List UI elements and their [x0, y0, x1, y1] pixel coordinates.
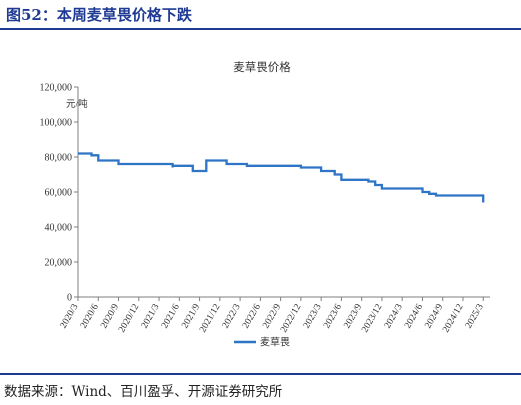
- y-tick-label: 20,000: [45, 258, 73, 269]
- x-tick-label: 2021/12: [198, 302, 222, 334]
- unit-label: 元/吨: [66, 98, 88, 110]
- y-tick-label: 100,000: [40, 118, 73, 129]
- x-tick-label: 2021/6: [160, 302, 182, 330]
- y-tick-label: 40,000: [45, 223, 73, 234]
- x-tick-label: 2020/12: [117, 302, 141, 334]
- figure-title: 图52：本周麦草畏价格下跌: [6, 6, 192, 24]
- source-rule: [0, 373, 521, 375]
- chart-title: 麦草畏价格: [233, 60, 291, 74]
- series-line: [78, 152, 485, 203]
- x-tick-label: 2025/3: [464, 302, 486, 330]
- y-tick-label: 0: [67, 293, 72, 304]
- x-tick-label: 2024/3: [383, 302, 405, 330]
- title-rule: [0, 28, 521, 30]
- series-group: [78, 152, 485, 203]
- y-axis-ticks: 0 20,000 40,000 60,000 80,000 100,000 120,000: [40, 83, 78, 304]
- x-tick-label: 2023/6: [322, 302, 344, 330]
- y-tick-label: 80,000: [45, 153, 73, 164]
- source-note: 数据来源：Wind、百川盈孚、开源证券研究所: [4, 384, 283, 400]
- x-tick-label: 2024/12: [441, 302, 465, 334]
- x-tick-label: 2021/3: [140, 302, 162, 330]
- y-tick-label: 60,000: [45, 188, 73, 199]
- legend-label: 麦草畏: [260, 337, 290, 349]
- legend: 麦草畏: [234, 337, 290, 349]
- x-tick-label: 2023/3: [302, 302, 324, 330]
- price-line-chart: 麦草畏价格 元/吨 0 20,000 40,000 60,000 80,000 100,0…: [40, 60, 490, 349]
- x-axis-ticks: 2020/32020/62020/92020/122021/32021/6202…: [59, 297, 486, 334]
- x-tick-label: 2023/12: [360, 302, 384, 334]
- y-tick-label: 120,000: [40, 83, 73, 94]
- x-tick-label: 2020/3: [59, 302, 81, 330]
- x-tick-label: 2022/6: [241, 302, 263, 330]
- x-tick-label: 2024/6: [403, 302, 425, 330]
- x-tick-label: 2022/12: [279, 302, 303, 334]
- x-tick-label: 2020/6: [79, 302, 101, 330]
- x-tick-label: 2022/3: [221, 302, 243, 330]
